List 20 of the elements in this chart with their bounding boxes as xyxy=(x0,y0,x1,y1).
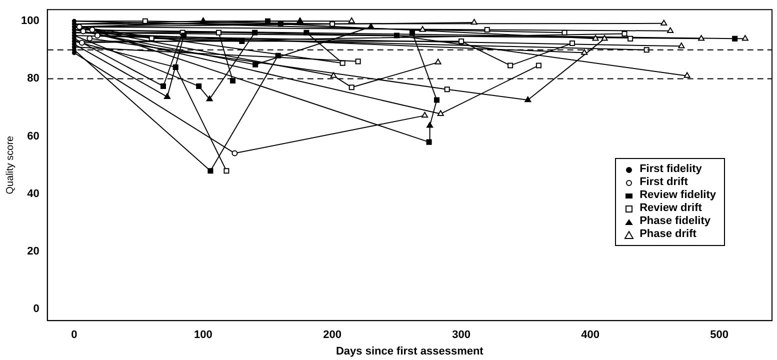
legend-label: Review drift xyxy=(640,202,702,215)
y-axis-title: Quality score xyxy=(4,135,16,194)
y-tick-label: 100 xyxy=(20,15,40,28)
x-tick-label: 400 xyxy=(581,329,600,342)
x-tick-label: 200 xyxy=(323,329,342,342)
y-tick-label: 20 xyxy=(27,246,40,258)
x-tick-label: 100 xyxy=(194,329,212,342)
legend-label: Review fidelity xyxy=(640,189,716,202)
y-tick-label: 60 xyxy=(27,130,40,142)
x-tick-label: 0 xyxy=(71,329,78,342)
y-tick-label: 40 xyxy=(27,188,40,200)
y-tick-label: 0 xyxy=(33,303,40,316)
legend-label: First fidelity xyxy=(640,163,702,176)
x-axis-title: Days since first assessment xyxy=(336,345,484,358)
legend-label: First drift xyxy=(640,176,688,189)
x-tick-label: 300 xyxy=(452,329,470,342)
legend-label: Phase fidelity xyxy=(640,215,710,228)
x-tick-label: 500 xyxy=(710,329,729,342)
legend-label: Phase drift xyxy=(640,228,696,241)
y-tick-label: 80 xyxy=(27,72,40,85)
